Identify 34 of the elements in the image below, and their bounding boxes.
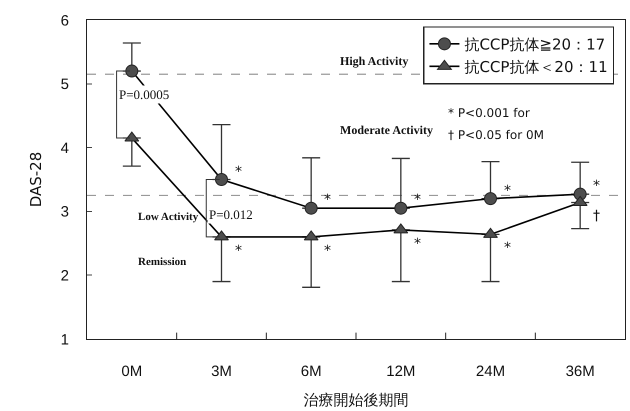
annotation: * P<0.001 for [448,106,530,120]
annotation: * [593,178,600,194]
annotation: † [593,208,600,224]
y-axis-title: DAS-28 [26,152,45,208]
y-tick-label: 2 [60,267,69,284]
x-tick-label: 0M [121,363,142,380]
x-tick-label: 36M [566,363,595,380]
annotation: * [235,243,242,259]
y-tick-label: 1 [60,331,69,348]
x-tick-label: 3M [211,363,232,380]
annotation: * [504,240,511,256]
annotation: * [414,192,421,208]
legend-label: 抗CCP抗体＜20：11 [464,58,608,76]
annotation: † P<0.05 for 0M [448,128,544,142]
y-tick-label: 5 [60,76,69,94]
annotation: * [324,192,331,208]
y-tick-label: 6 [60,12,69,30]
annotation: * [504,183,511,199]
annotation: P=0.0005 [119,87,170,102]
annotation: * [324,243,331,259]
annotation: * [235,164,242,180]
annotation: Low Activity [138,211,199,223]
y-tick-label: 4 [60,140,69,157]
y-tick-label: 3 [60,204,69,221]
x-tick-label: 24M [476,363,506,380]
annotation: Remission [138,256,186,268]
annotation: High Activity [340,54,408,68]
annotation: Moderate Activity [340,123,433,137]
x-tick-label: 12M [386,363,416,380]
legend-label: 抗CCP抗体≧20：17 [464,36,606,54]
x-axis-title: 治療開始後期間 [304,391,408,409]
x-tick-label: 6M [300,363,322,380]
annotation: P=0.012 [209,207,253,222]
annotation: * [414,236,421,252]
